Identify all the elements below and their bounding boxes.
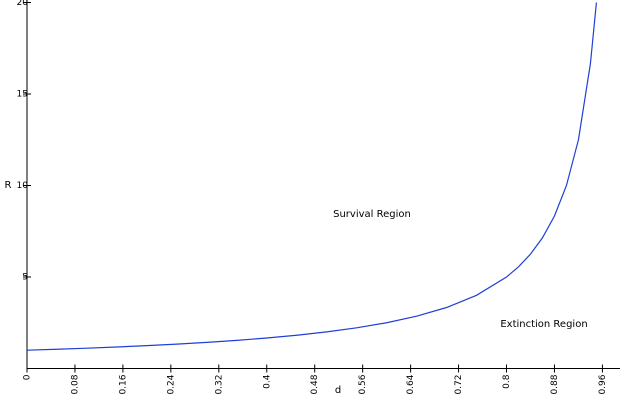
annotation: Survival Region	[333, 209, 411, 220]
line-series	[26, 2, 598, 351]
x-tick-label: 0.4	[262, 374, 272, 389]
x-tick-label: 0.56	[358, 374, 368, 394]
x-tick-label: 0.32	[214, 375, 224, 395]
x-tick-label: 0.72	[454, 375, 464, 395]
y-tick-label: 10	[17, 181, 29, 191]
x-tick-label: 0.8	[502, 374, 512, 389]
x-tick-label: 0.96	[598, 374, 608, 394]
y-tick-label: 5	[22, 273, 28, 283]
x-tick-label: 0	[23, 374, 33, 380]
x-tick-label: 0.64	[406, 374, 416, 394]
y-tick-label: 15	[17, 90, 28, 100]
y-tick-label: 20	[17, 0, 29, 8]
x-tick-label: 0.08	[70, 374, 80, 394]
x-tick-label: 0.48	[310, 374, 320, 394]
y-axis-label: R	[5, 180, 12, 191]
x-axis-label: d	[335, 385, 341, 396]
x-tick-label: 0.24	[166, 374, 176, 394]
x-tick-label: 0.88	[550, 374, 560, 394]
x-tick-label: 0.16	[118, 374, 128, 394]
annotation: Extinction Region	[500, 319, 587, 330]
